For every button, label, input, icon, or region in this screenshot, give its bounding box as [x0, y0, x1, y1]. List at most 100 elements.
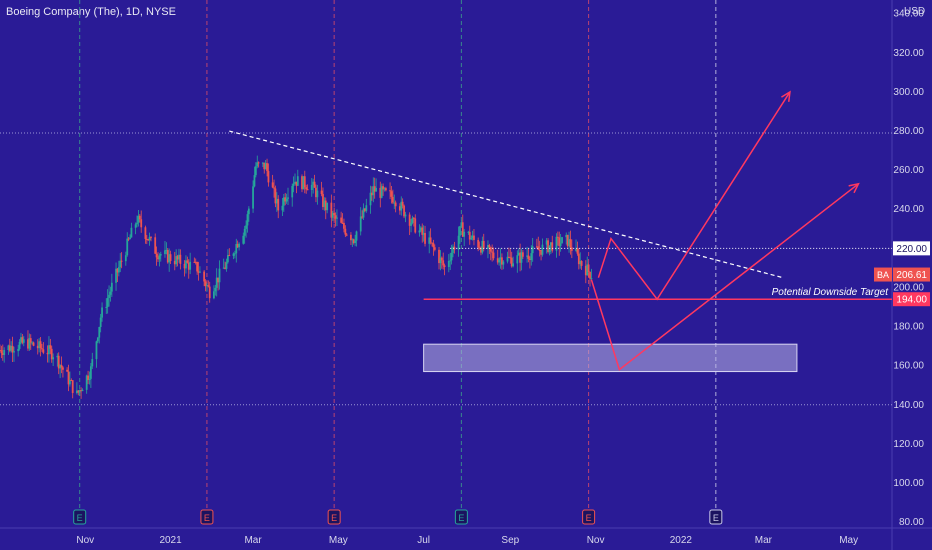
- candle-body: [245, 225, 247, 229]
- projection-path-long-arrowhead: [848, 182, 860, 194]
- candle-body: [217, 277, 220, 283]
- candle-body: [535, 246, 538, 248]
- candle-body: [291, 186, 294, 198]
- candle-body: [355, 231, 358, 241]
- candle-body: [296, 176, 299, 186]
- candle-body: [305, 187, 308, 190]
- candle-body: [312, 181, 315, 185]
- x-tick-label: 2021: [159, 535, 182, 546]
- candle-body: [302, 176, 305, 190]
- candle-body: [373, 186, 376, 192]
- candle-body: [155, 253, 158, 258]
- candle-body: [577, 253, 580, 265]
- candle-body: [306, 189, 309, 191]
- support-zone-layer: [423, 343, 798, 373]
- earnings-icon-letter: E: [586, 513, 592, 523]
- candle-body: [380, 186, 383, 198]
- candle-body: [459, 226, 461, 236]
- y-tick-label: 100.00: [893, 478, 924, 489]
- candle-body: [412, 217, 415, 219]
- candle-body: [477, 239, 480, 248]
- candle-body: [222, 267, 225, 269]
- candle-body: [29, 338, 32, 343]
- candle-body: [398, 206, 401, 211]
- candle-body: [52, 357, 55, 360]
- candle-body: [261, 162, 264, 164]
- candle-body: [78, 390, 81, 393]
- candle-body: [521, 252, 524, 257]
- candle-body: [263, 162, 266, 170]
- candle-body: [254, 166, 257, 176]
- candle-body: [432, 243, 435, 248]
- candle-body: [315, 187, 317, 198]
- candle-body: [70, 379, 73, 381]
- candle-body: [173, 260, 176, 265]
- candle-body: [372, 186, 375, 196]
- candle-body: [382, 186, 384, 190]
- candle-body: [440, 257, 443, 261]
- candle-body: [424, 233, 426, 244]
- y-tick-label: 240.00: [893, 204, 924, 215]
- x-tick-label: Nov: [76, 535, 94, 546]
- candle-body: [450, 252, 453, 261]
- candle-body: [540, 250, 542, 255]
- candle-body: [42, 349, 45, 353]
- candle-body: [579, 260, 582, 265]
- candle-body: [120, 260, 123, 262]
- candle-body: [3, 350, 6, 355]
- chart-title: Boeing Company (The), 1D, NYSE: [6, 6, 176, 18]
- candle-body: [322, 194, 324, 207]
- candle-body: [390, 191, 393, 197]
- candle-body: [11, 345, 14, 353]
- candle-body: [0, 350, 3, 354]
- candle-body: [336, 217, 338, 219]
- candle-body: [559, 243, 562, 247]
- projection-path-long: [590, 183, 859, 371]
- candle-body: [96, 337, 99, 342]
- candle-body: [235, 243, 238, 254]
- price-tag: [893, 241, 930, 256]
- candle-body: [36, 345, 39, 349]
- candle-body: [57, 355, 60, 369]
- candle-body: [197, 271, 200, 273]
- candle-body: [351, 239, 354, 241]
- candle-body: [498, 259, 501, 263]
- candle-body: [204, 281, 207, 287]
- candle-body: [438, 249, 440, 264]
- y-tick-label: 180.00: [893, 322, 924, 333]
- candle-body: [414, 218, 417, 233]
- candle-body: [165, 250, 168, 252]
- candle-body: [294, 181, 296, 184]
- candle-body: [468, 231, 471, 240]
- candle-body: [453, 246, 456, 250]
- candle-body: [253, 175, 256, 187]
- candle-body: [179, 254, 182, 264]
- candle-body: [157, 257, 159, 260]
- candle-body: [178, 254, 180, 260]
- candle-body: [439, 257, 442, 264]
- candle-body: [510, 257, 513, 267]
- candle-body: [80, 390, 82, 392]
- x-tick-label: Sep: [501, 535, 519, 546]
- candle-body: [545, 240, 548, 245]
- candle-body: [419, 227, 422, 231]
- candle-body: [324, 200, 327, 211]
- candle-body: [369, 192, 372, 206]
- candle-body: [326, 202, 329, 211]
- candle-body: [467, 231, 470, 233]
- candle-body: [480, 248, 482, 253]
- candle-body: [463, 231, 466, 237]
- candle-body: [359, 216, 362, 232]
- candle-body: [482, 240, 485, 249]
- earnings-icon-letter: E: [204, 513, 210, 523]
- y-tick-label: 320.00: [893, 48, 924, 59]
- candle-body: [526, 255, 528, 257]
- candle-body: [48, 345, 50, 355]
- candle-body: [116, 268, 119, 273]
- candle-body: [295, 181, 298, 186]
- candle-body: [115, 268, 117, 283]
- candle-body: [403, 205, 405, 217]
- candle-body: [46, 352, 49, 355]
- candlestick-series: [0, 155, 593, 399]
